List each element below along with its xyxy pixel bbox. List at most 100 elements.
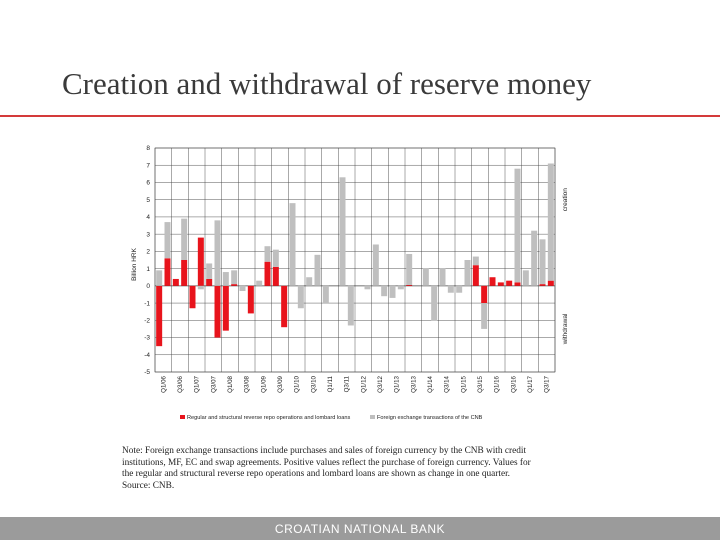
bar-fx-Q2-07	[197, 285, 204, 290]
y-tick-label: 6	[146, 180, 150, 187]
bar-fx-Q3-13	[406, 253, 413, 285]
x-tick-label: Q3/17	[544, 375, 551, 392]
x-tick-label: Q3/16	[510, 375, 517, 392]
bar-fx-Q2-06	[164, 222, 171, 259]
bar-fx-Q1-06	[156, 270, 163, 286]
bar-fx-Q2-12	[364, 285, 371, 290]
title-rule	[0, 115, 720, 117]
bar-fx-Q3-14	[439, 268, 446, 286]
bar-repo-Q1-07	[189, 285, 196, 309]
bar-fx-Q4-10	[314, 254, 321, 286]
bar-repo-Q3-13	[406, 284, 413, 286]
y-tick-label: -4	[144, 352, 150, 359]
y-tick-label: 0	[146, 283, 150, 290]
bar-fx-Q3-09	[272, 249, 279, 267]
y-tick-label: 2	[146, 249, 150, 256]
x-tick-label: Q1/17	[527, 375, 534, 392]
bar-fx-Q2-09	[264, 246, 271, 262]
footer-bar: CROATIAN NATIONAL BANK	[0, 517, 720, 540]
x-tick-label: Q1/15	[460, 375, 467, 392]
bar-repo-Q3-06	[172, 278, 179, 286]
x-tick-label: Q1/09	[260, 375, 267, 392]
note-line: institutions, MF, EC and swap agreements…	[122, 457, 531, 468]
bar-fx-Q4-07	[214, 220, 221, 286]
y-tick-label: -3	[144, 335, 150, 342]
x-tick-label: Q3/06	[177, 375, 184, 392]
bar-repo-Q1-16	[489, 277, 496, 286]
bar-repo-Q4-07	[214, 285, 221, 338]
bar-fx-Q4-17	[547, 163, 554, 281]
bar-repo-Q3-17	[539, 284, 546, 286]
y-tick-labels: -5 -4 -3 -2 -1 0 1 2 3 4 5 6 7 8	[144, 145, 150, 376]
bar-fx-Q1-13	[389, 285, 396, 298]
bar-fx-Q2-17	[531, 230, 538, 286]
y-tick-label: -1	[144, 300, 150, 307]
bar-fx-Q1-11	[322, 285, 329, 304]
bar-fx-Q3-07	[206, 263, 213, 279]
bar-fx-Q4-15	[481, 303, 488, 329]
y-tick-label: 4	[146, 214, 150, 221]
bar-repo-Q3-07	[206, 278, 213, 286]
source-line: Source: CNB.	[122, 480, 175, 491]
bar-fx-Q1-09	[256, 280, 263, 286]
chart-note: Note: Foreign exchange transactions incl…	[122, 446, 592, 492]
x-tick-label: Q3/14	[444, 375, 451, 392]
bar-repo-Q2-16	[497, 282, 504, 286]
legend: Regular and structural reverse repo oper…	[180, 415, 483, 421]
x-tick-label: Q1/06	[160, 375, 167, 392]
bar-fx-Q2-15	[464, 260, 471, 286]
slide-title: Creation and withdrawal of reserve money	[62, 66, 592, 101]
x-tick-label: Q3/10	[310, 375, 317, 392]
bar-repo-Q4-16	[514, 282, 521, 286]
y-tick-label: 8	[146, 145, 150, 152]
creation-label: creation	[562, 188, 569, 212]
bar-repo-Q2-07	[197, 237, 204, 286]
bar-fx-Q1-10	[289, 203, 296, 286]
x-tick-labels: Q1/06 Q3/06 Q1/07 Q3/07 Q1/08 Q3/08 Q1/09 Q3/09…	[160, 375, 550, 392]
x-tick-label: Q3/07	[210, 375, 217, 392]
bar-fx-Q3-17	[539, 239, 546, 285]
bar-fx-Q1-14	[422, 268, 429, 286]
bar-repo-Q4-09	[281, 285, 288, 328]
footer-bank-name: CROATIAN NATIONAL BANK	[274, 522, 446, 536]
x-tick-label: Q1/13	[394, 375, 401, 392]
note-line: the regular and structural reverse repo …	[122, 469, 510, 479]
bar-repo-Q4-17	[547, 280, 554, 286]
bar-repo-Q2-09	[264, 261, 271, 286]
bar-fx-Q1-17	[522, 270, 529, 286]
bar-fx-Q3-08	[239, 285, 246, 292]
x-tick-label: Q1/11	[327, 375, 334, 392]
bar-fx-Q4-12	[381, 285, 388, 297]
x-tick-label: Q1/14	[427, 375, 434, 392]
y-tick-label: -5	[144, 369, 150, 376]
legend-label-repo: Regular and structural reverse repo oper…	[187, 415, 350, 421]
bar-fx-Q3-10	[306, 277, 313, 286]
bar-repo-Q3-16	[506, 280, 513, 286]
bar-fx-Q3-12	[372, 244, 379, 286]
bar-fx-Q3-15	[472, 256, 479, 266]
x-tick-label: Q3/12	[377, 375, 384, 392]
x-tick-label: Q1/16	[494, 375, 501, 392]
bar-fx-Q4-11	[347, 285, 354, 326]
x-tick-label: Q3/13	[410, 375, 417, 392]
bar-repo-Q3-15	[472, 265, 479, 286]
x-tick-label: Q1/08	[227, 375, 234, 392]
bar-fx-Q1-15	[456, 285, 463, 293]
x-tick-label: Q1/12	[360, 375, 367, 392]
bar-fx-Q2-13	[397, 285, 404, 290]
reserve-money-chart: -5 -4 -3 -2 -1 0 1 2 3 4 5 6 7 8 Q1/06 Q3/06 Q1/07 Q3/07…	[131, 145, 569, 421]
withdrawal-label: withdrawal	[562, 313, 569, 345]
legend-swatch-repo	[180, 415, 185, 419]
x-tick-label: Q1/07	[194, 375, 201, 392]
y-tick-label: 5	[146, 197, 150, 204]
gridlines	[154, 147, 556, 373]
legend-swatch-fx	[370, 415, 375, 419]
bar-repo-Q4-15	[481, 285, 488, 304]
bars	[156, 163, 554, 347]
bar-repo-Q2-06	[164, 258, 171, 286]
x-tick-label: Q3/09	[277, 375, 284, 392]
y-tick-label: 1	[146, 266, 150, 273]
bar-repo-Q1-06	[156, 285, 163, 347]
bar-repo-Q2-08	[231, 284, 238, 286]
bar-fx-Q2-10	[297, 285, 304, 309]
